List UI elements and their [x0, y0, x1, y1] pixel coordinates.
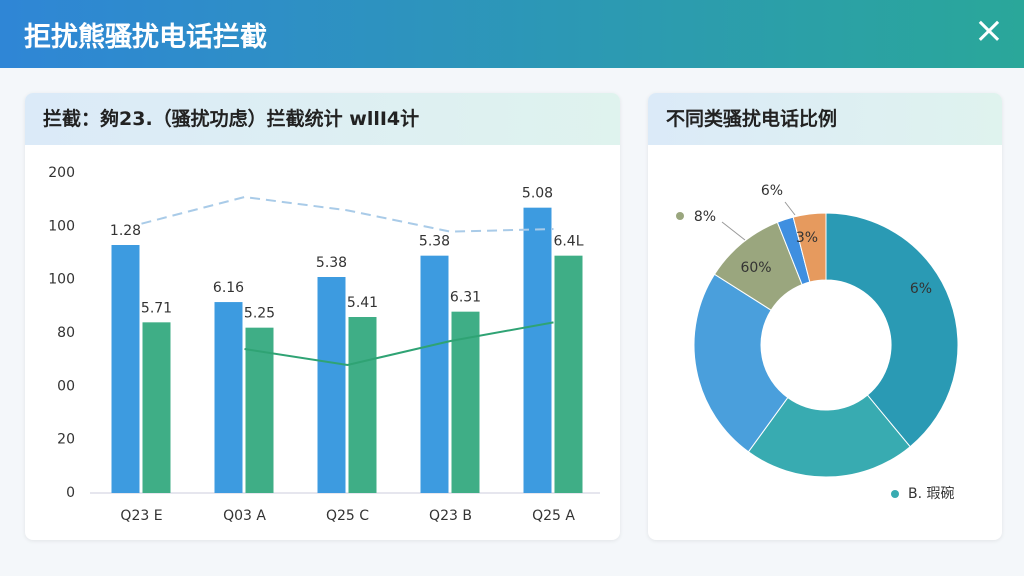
- x-tick-label: Q23 E: [120, 508, 162, 524]
- bar: [111, 245, 140, 493]
- bar: [245, 327, 274, 493]
- bar-annotation: 5.25: [244, 306, 275, 322]
- bar: [317, 277, 346, 493]
- bar-annotation: 6.31: [450, 290, 481, 306]
- slice-label: 3%: [796, 230, 818, 246]
- y-tick-label: 80: [57, 325, 75, 341]
- donut-slice: [792, 212, 827, 283]
- leader-line: [721, 221, 746, 241]
- slice-label: B. 瑕碗: [908, 486, 955, 502]
- slice-label: 6%: [910, 281, 932, 297]
- y-tick-label: 100: [48, 218, 75, 234]
- bar-annotation: 5.71: [141, 300, 172, 316]
- y-tick-label: 200: [48, 165, 75, 181]
- bar-annotation: 5.38: [316, 255, 347, 271]
- slice-label: 8%: [694, 209, 716, 225]
- card-title: 拦截：夠23.（骚扰功虑）拦截统计 wllI4计: [25, 93, 620, 145]
- y-tick-label: 00: [57, 378, 75, 394]
- pie-card: 不同类骚扰电话比例: [648, 93, 1002, 540]
- donut-slice: [747, 394, 911, 478]
- donut-slice: [693, 273, 789, 453]
- bar: [554, 255, 583, 493]
- y-tick-label: 0: [66, 485, 75, 501]
- bar-annotation: 5.41: [347, 295, 378, 311]
- x-tick-label: Q25 A: [532, 508, 575, 524]
- bar-annotation: 6.4L: [553, 234, 583, 250]
- bar-annotation: 1.28: [110, 223, 141, 239]
- card-title: 不同类骚扰电话比例: [648, 93, 1002, 145]
- bar-annotation: 5.38: [419, 234, 450, 250]
- bar: [214, 302, 243, 493]
- close-button[interactable]: ×: [973, 10, 1004, 51]
- bar: [142, 322, 171, 493]
- slice-label: 60%: [740, 260, 771, 276]
- bar: [420, 255, 449, 493]
- legend-dot: [676, 212, 684, 220]
- trend-line: [141, 195, 554, 233]
- y-tick-label: 20: [57, 432, 75, 448]
- bar: [523, 207, 552, 493]
- header-title: 拒扰熊骚扰电话拦截: [24, 22, 267, 53]
- x-tick-label: Q25 C: [326, 508, 369, 524]
- donut-slice: [825, 212, 959, 448]
- slice-label: 6%: [761, 183, 783, 199]
- bar-annotation: 6.16: [213, 280, 244, 296]
- y-tick-label: 100: [48, 272, 75, 288]
- bar: [348, 317, 377, 493]
- trend-line: [244, 321, 554, 367]
- legend-dot: [891, 490, 899, 498]
- bar-annotation: 5.08: [522, 186, 553, 202]
- x-tick-label: Q03 A: [223, 508, 266, 524]
- bar: [451, 311, 480, 493]
- leader-line: [784, 201, 796, 216]
- header: 拒扰熊骚扰电话拦截 ×: [0, 0, 1024, 68]
- x-tick-label: Q23 B: [429, 508, 472, 524]
